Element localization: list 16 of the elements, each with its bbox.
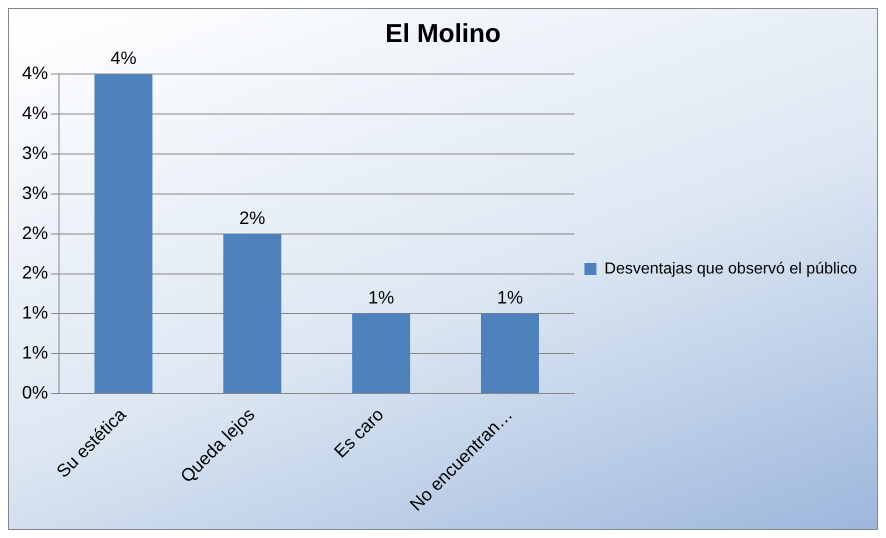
text: 4% [110, 48, 136, 68]
y-tick-label: 2% [22, 222, 48, 243]
y-tick-label: 4% [22, 63, 48, 84]
y-tick-label: 0% [22, 382, 48, 402]
y-tick-label: 4% [22, 103, 48, 124]
x-tick-label: Es caro [330, 404, 388, 462]
y-tick-label: 2% [22, 262, 48, 283]
text: 1% [368, 288, 394, 308]
text: 2% [239, 208, 266, 228]
y-tick-label: 1% [22, 302, 48, 323]
y-tick-label: 3% [22, 182, 48, 203]
y-tick-label: 3% [22, 142, 48, 163]
text: 1% [496, 288, 523, 308]
chart-title: El Molino [385, 18, 501, 48]
y-tick-label: 1% [22, 342, 48, 363]
legend-label: Desventajas que observó el público [604, 260, 858, 278]
